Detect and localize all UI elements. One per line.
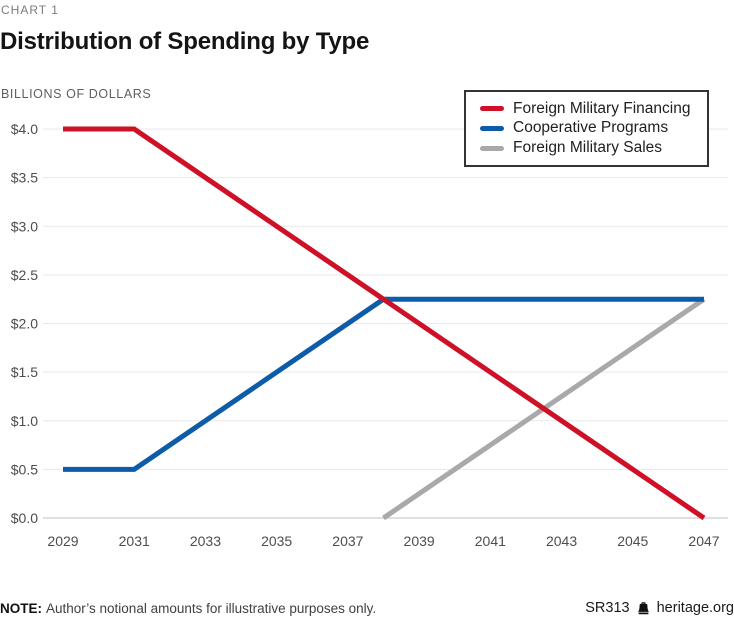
x-tick-label: 2037 [332,533,363,549]
liberty-bell-icon [637,601,649,614]
footer: NOTE: Author’s notional amounts for illus… [0,597,734,619]
x-tick-label: 2039 [404,533,435,549]
page-title: Distribution of Spending by Type [0,28,370,55]
y-tick-label: $2.0 [11,316,38,332]
x-tick-label: 2033 [190,533,221,549]
legend-swatch [480,125,504,131]
x-tick-label: 2047 [688,533,719,549]
legend-item-cooperative-programs: Cooperative Programs [480,119,697,137]
y-tick-label: $1.0 [11,413,38,429]
y-tick-label: $0.0 [11,510,38,526]
y-tick-label: $0.5 [11,461,38,477]
brand-domain: heritage.org [656,600,734,616]
legend-label: Foreign Military Sales [513,139,663,157]
chart-number: CHART 1 [1,3,59,17]
x-tick-label: 2031 [119,533,150,549]
legend-swatch [480,145,504,151]
x-tick-label: 2029 [47,533,78,549]
y-tick-label: $2.5 [11,267,38,283]
y-tick-label: $1.5 [11,364,38,380]
legend-label: Foreign Military Financing [513,99,691,117]
spending-line-chart: $0.0 $0.5 $1.0 $1.5 $2.0 $2.5 $3.0 $3.5 $4.0 2029… [11,121,728,549]
y-tick-label: $3.5 [11,170,38,186]
report-id: SR313 [585,600,630,616]
legend-item-foreign-military-financing: Foreign Military Financing [480,100,697,118]
line-foreign-military-financing [63,126,706,521]
note-label: NOTE: [0,600,42,616]
x-tick-label: 2041 [475,533,506,549]
x-tick-label: 2035 [261,533,292,549]
y-axis-unit-label: BILLIONS OF DOLLARS [1,87,152,101]
y-tick-label: $3.0 [11,218,38,234]
legend-item-foreign-military-sales: Foreign Military Sales [480,139,697,157]
chart-note: NOTE: Author’s notional amounts for illus… [0,601,376,616]
source-attribution: SR313 heritage.org [585,600,734,616]
legend-label: Cooperative Programs [513,119,669,137]
x-tick-label: 2045 [617,533,648,549]
note-text: Author’s notional amounts for illustrati… [46,600,377,616]
x-tick-label: 2043 [546,533,577,549]
y-tick-label: $4.0 [11,121,38,137]
line-cooperative-programs [63,296,704,472]
chart-legend: Foreign Military Financing Cooperative Pr… [464,90,709,167]
legend-swatch [480,106,504,112]
